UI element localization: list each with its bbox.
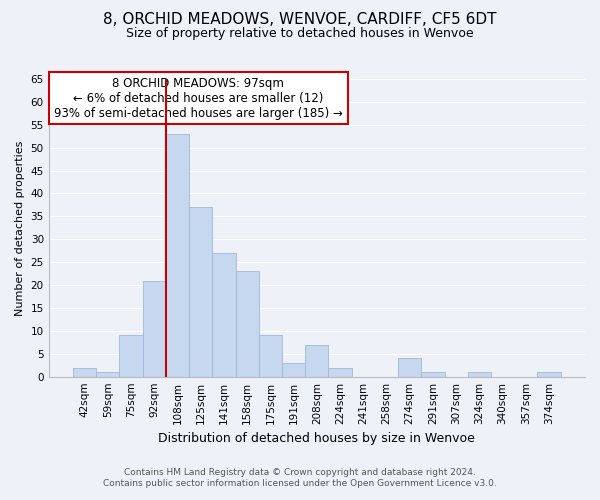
Bar: [119, 336, 143, 376]
Bar: [282, 363, 305, 376]
Bar: [143, 280, 166, 376]
Bar: [166, 134, 189, 376]
X-axis label: Distribution of detached houses by size in Wenvoe: Distribution of detached houses by size …: [158, 432, 475, 445]
Bar: [236, 272, 259, 376]
Text: Size of property relative to detached houses in Wenvoe: Size of property relative to detached ho…: [126, 28, 474, 40]
Text: 8 ORCHID MEADOWS: 97sqm
← 6% of detached houses are smaller (12)
93% of semi-det: 8 ORCHID MEADOWS: 97sqm ← 6% of detached…: [54, 76, 343, 120]
Bar: [73, 368, 96, 376]
Bar: [305, 344, 328, 376]
Bar: [189, 207, 212, 376]
Bar: [398, 358, 421, 376]
Bar: [421, 372, 445, 376]
Y-axis label: Number of detached properties: Number of detached properties: [15, 140, 25, 316]
Bar: [259, 336, 282, 376]
Bar: [538, 372, 560, 376]
Text: Contains HM Land Registry data © Crown copyright and database right 2024.
Contai: Contains HM Land Registry data © Crown c…: [103, 468, 497, 487]
Bar: [212, 253, 236, 376]
Bar: [96, 372, 119, 376]
Text: 8, ORCHID MEADOWS, WENVOE, CARDIFF, CF5 6DT: 8, ORCHID MEADOWS, WENVOE, CARDIFF, CF5 …: [103, 12, 497, 28]
Bar: [328, 368, 352, 376]
Bar: [468, 372, 491, 376]
